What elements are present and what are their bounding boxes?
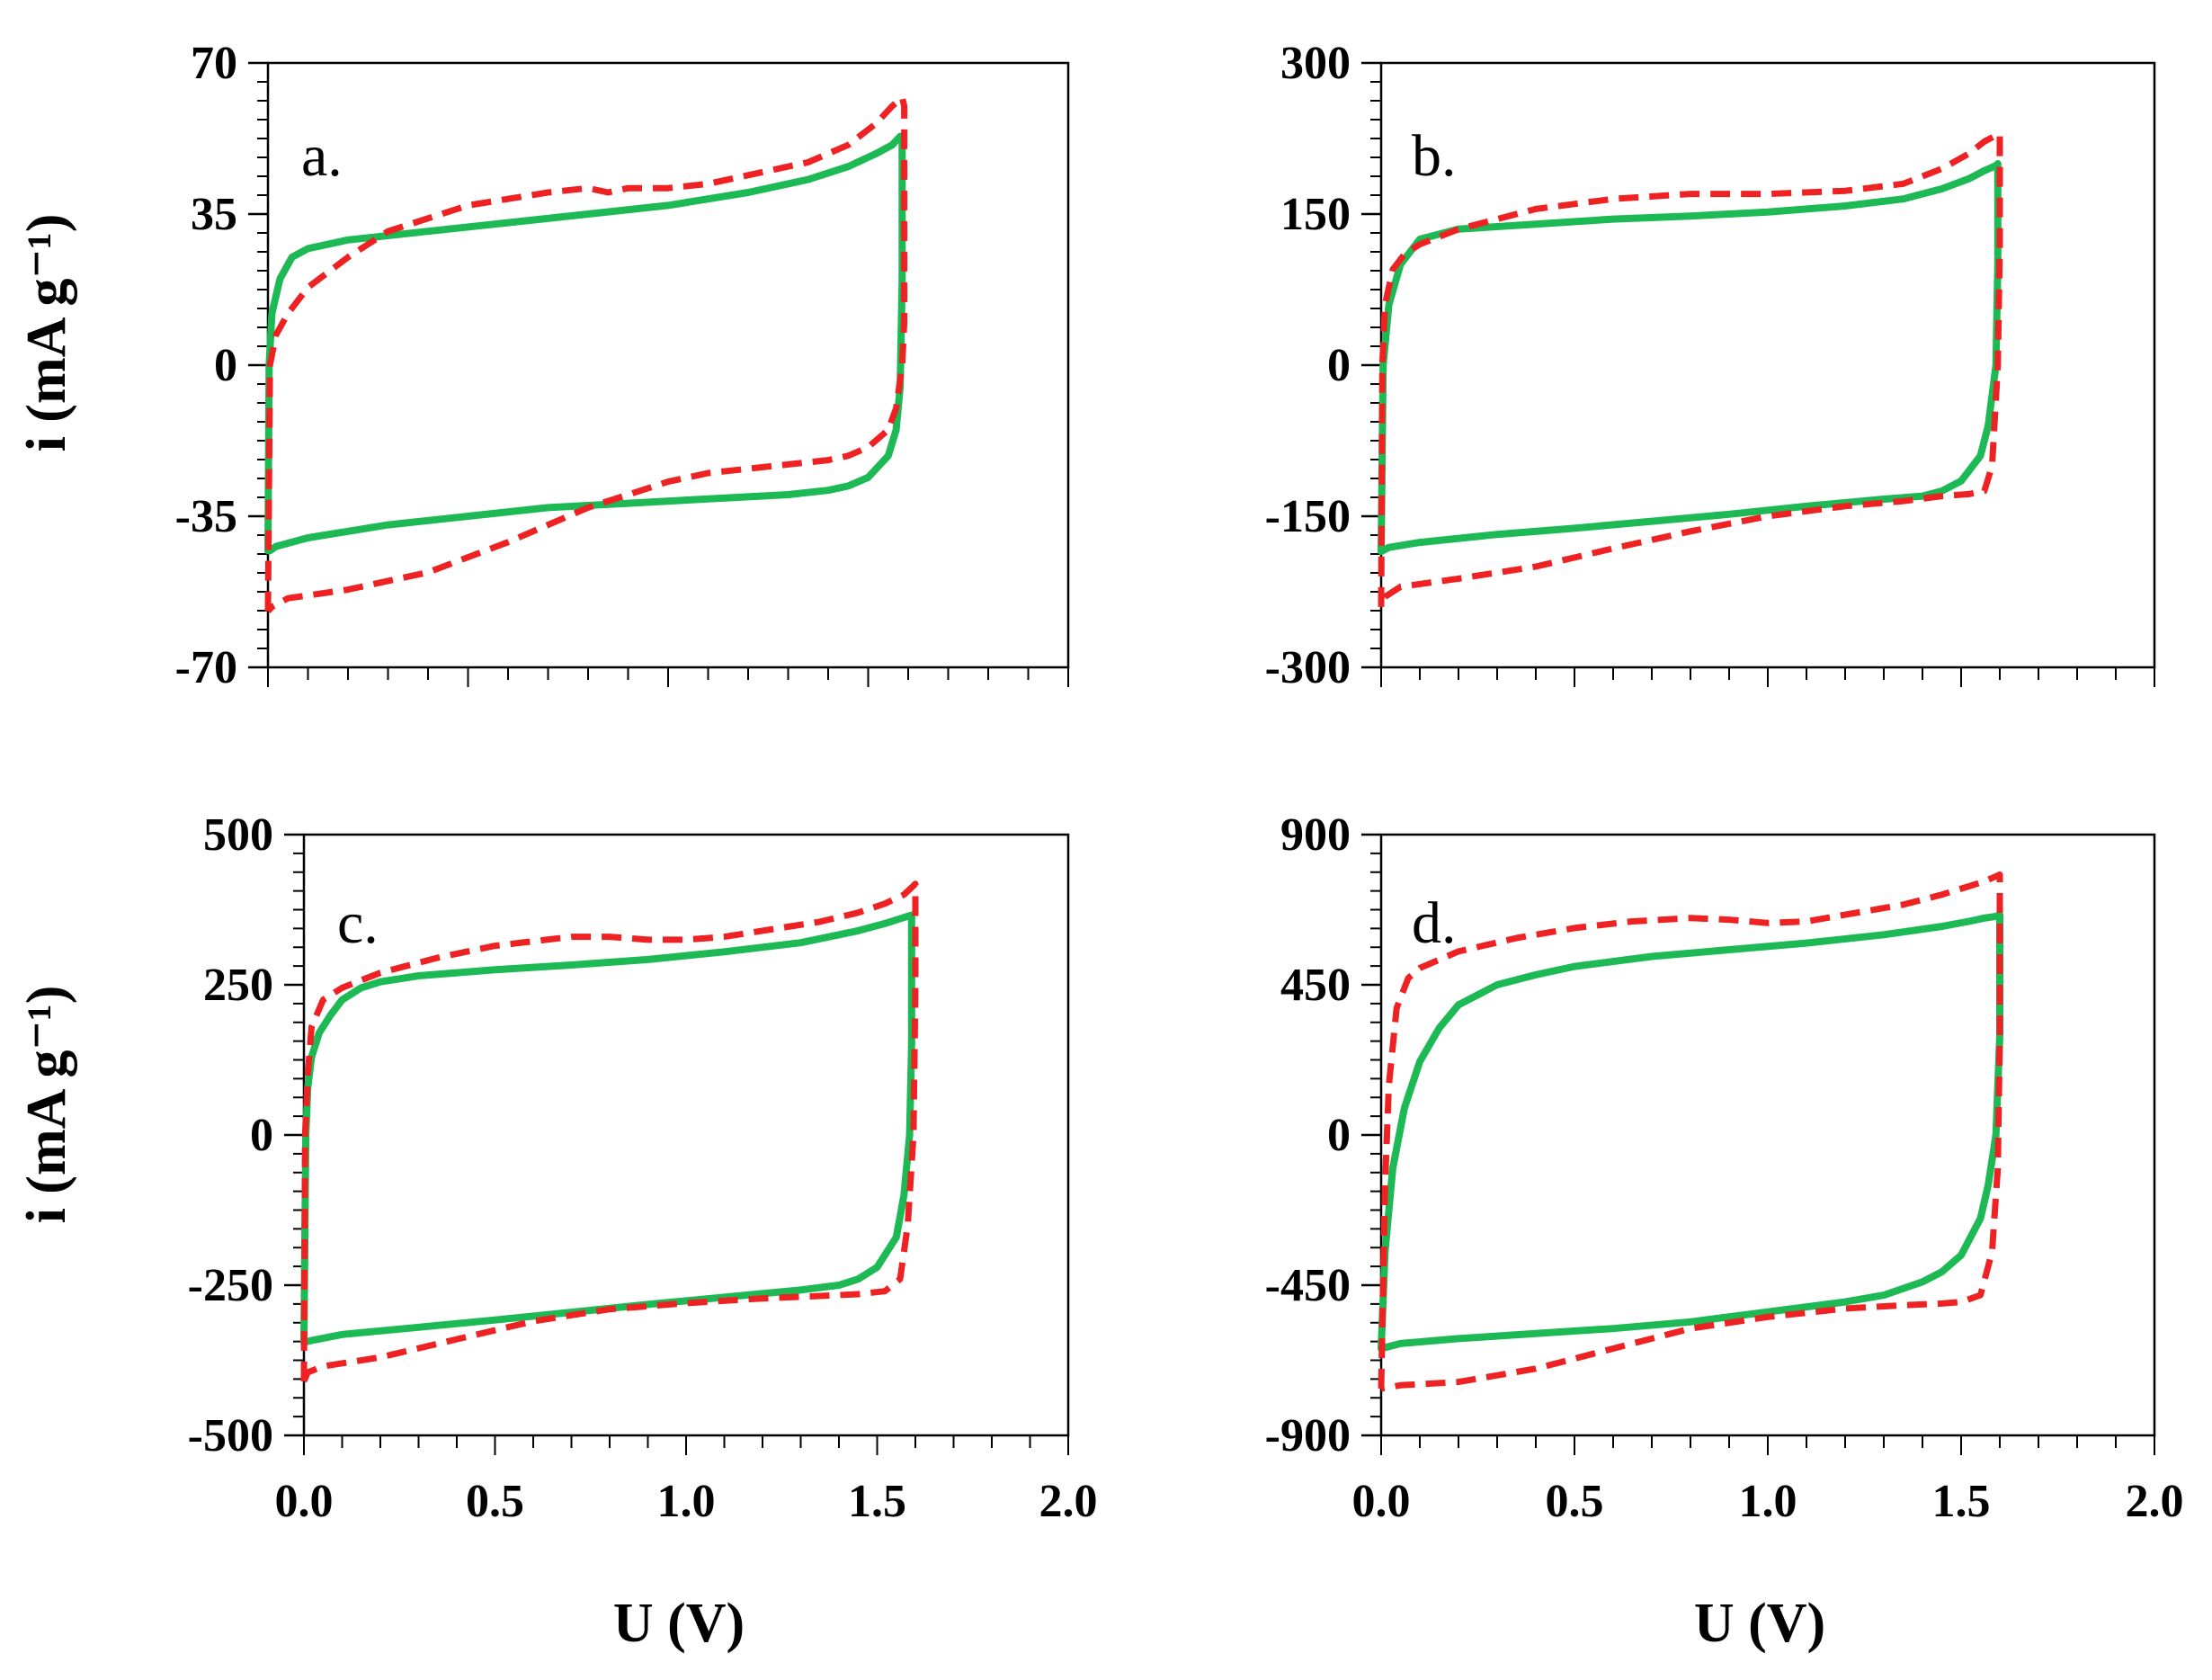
x-tick-label: 0.5 [466,1476,524,1527]
y-tick-label: 250 [203,960,273,1011]
series-dashed-line [1378,871,2003,1392]
y-tick-label: 70 [191,38,237,89]
x-tick-label: 0.5 [1546,1476,1604,1527]
y-tick-label: 35 [191,189,237,240]
series-solid-line [1378,160,2002,556]
panel-b: 300 150 0 -150 -300 b. [1265,38,2156,693]
plot-frame [1379,61,2156,669]
series-solid-line [264,132,906,555]
y-tick-label: 0 [214,340,237,391]
plot-frame [266,61,1070,669]
y-tick-label: 0 [250,1110,273,1161]
x-tick-label: 1.0 [657,1476,716,1527]
panel-label: c. [337,890,379,956]
series-solid-line [1378,911,2003,1353]
series-solid-line [300,911,915,1346]
x-axis-title-right: U (V) [1694,1593,1825,1654]
y-tick-label: -35 [175,491,237,542]
panel-label: d. [1412,890,1457,956]
y-tick-label: 450 [1280,960,1351,1011]
x-tick-label: 1.0 [1739,1476,1797,1527]
x-tick-label: 2.0 [1039,1476,1098,1527]
panel-label: a. [301,123,343,189]
y-tick-label: 150 [1280,189,1351,240]
panel-label: b. [1412,123,1457,189]
x-tick-label: 1.5 [1932,1476,1991,1527]
x-tick-label: 0.0 [275,1476,334,1527]
y-tick-label: -500 [188,1410,273,1461]
x-tick-label: 1.5 [848,1476,906,1527]
y-tick-label: 0 [1327,340,1351,391]
y-tick-label: -150 [1265,491,1351,542]
y-tick-label: -70 [175,642,237,693]
x-axis-title-left: U (V) [613,1593,745,1654]
panel-a: 70 35 0 -35 -70 a. [175,38,1070,693]
y-tick-label: 900 [1280,809,1351,861]
x-tick-label: 0.0 [1352,1476,1411,1527]
y-tick-label: 300 [1280,38,1351,89]
x-tick-label: 2.0 [2126,1476,2184,1527]
y-tick-label: 500 [203,809,273,861]
y-axis-title-top: i (mA g⁻¹) [16,214,77,452]
y-tick-label: -450 [1265,1260,1351,1311]
y-tick-label: -300 [1265,642,1351,693]
series-dashed-line [264,94,908,613]
y-tick-label: -900 [1265,1410,1351,1461]
y-tick-label: -250 [188,1260,273,1311]
y-tick-label: 0 [1327,1110,1351,1161]
series-dashed-line [300,880,919,1383]
y-axis-title-bottom: i (mA g⁻¹) [16,986,77,1224]
